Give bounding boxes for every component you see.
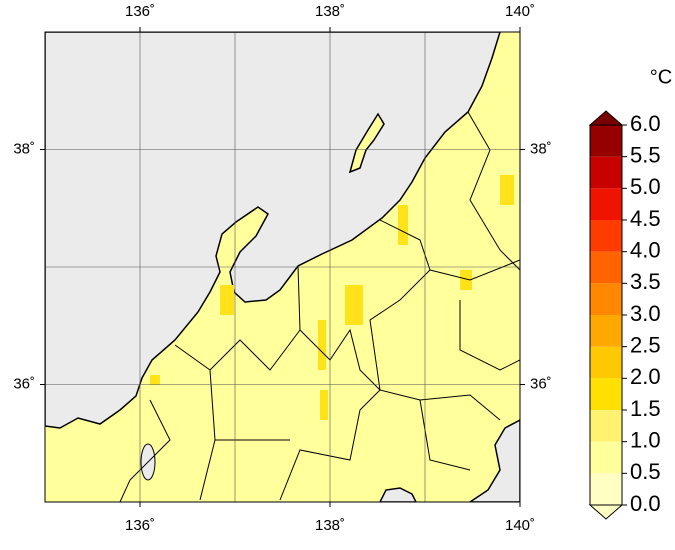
colorbar-bin [590,441,622,474]
lon-label: 136˚ [125,3,155,20]
colorbar-bin [590,220,622,252]
colorbar-label: 2.0 [630,364,661,389]
colorbar-bin [590,251,622,284]
colorbar-label: 3.0 [630,301,661,326]
colorbar-bin [590,125,622,157]
colorbar-bin [590,156,622,189]
colorbar-bin [590,315,622,347]
colorbar-bin [590,410,622,442]
under-triangle [588,504,624,520]
colorbar-label: 4.0 [630,237,661,262]
sea [468,419,520,502]
colorbar-label: 6.0 [630,111,661,136]
colorbar-label: 0.0 [630,491,661,516]
sado-island [348,112,385,174]
colorbar-bin [590,283,622,315]
colorbar-bin [590,346,622,379]
colorbar-label: 5.5 [630,142,661,167]
colorbar-label: 3.5 [630,269,661,294]
lat-label: 36˚ [530,375,552,392]
lat-label: 38˚ [530,140,552,157]
colorbar-label: 4.5 [630,206,661,231]
colorbar-bin [590,188,622,220]
colorbar-bin [590,473,622,505]
colorbar-label: 2.5 [630,332,661,357]
lon-label: 138˚ [315,3,345,20]
colorbar-label: 1.0 [630,427,661,452]
colorbar-bin [590,378,622,410]
warm-patches [150,175,514,420]
colorbar-label: 1.5 [630,396,661,421]
lon-label: 138˚ [315,517,345,534]
sea [45,32,501,429]
borders [119,111,520,502]
lon-label: 140˚ [505,3,535,20]
lon-label: 136˚ [125,517,155,534]
lon-label: 140˚ [505,517,535,534]
sea [379,487,417,502]
colorbar-label: 0.5 [630,459,661,484]
colorbar-unit: °C [650,66,672,88]
over-triangle [588,110,624,126]
lat-label: 36˚ [13,375,35,392]
map-frame [44,31,521,503]
lat-label: 38˚ [13,140,35,157]
colorbar-label: 5.0 [630,174,661,199]
